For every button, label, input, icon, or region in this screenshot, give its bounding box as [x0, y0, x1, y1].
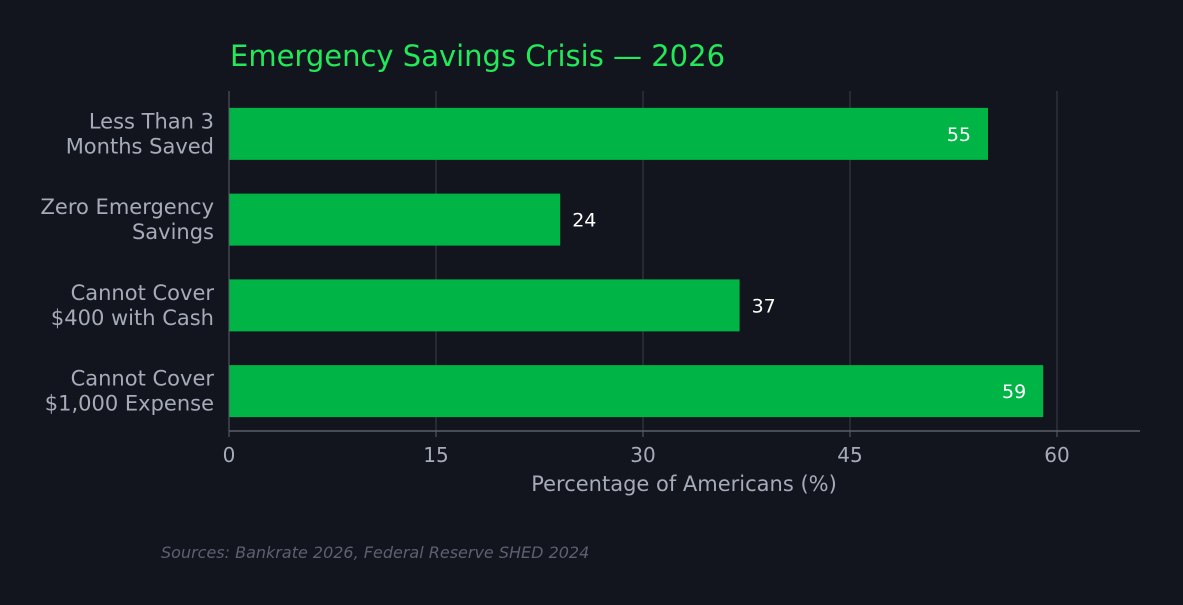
x-tick-label: 0 [223, 443, 236, 467]
bar-value-label: 24 [572, 210, 596, 232]
category-label: $1,000 Expense [45, 392, 214, 416]
x-tick-label: 15 [423, 443, 448, 467]
bar [229, 279, 740, 332]
x-tick-label: 30 [630, 443, 655, 467]
x-axis: 0 15 30 45 60 [223, 91, 1140, 467]
source-note: Sources: Bankrate 2026, Federal Reserve … [161, 543, 589, 562]
bar-value-label: 59 [1002, 381, 1026, 403]
category-label: Savings [132, 220, 214, 244]
bars: 55 24 37 59 [229, 107, 1044, 418]
bar [229, 193, 561, 246]
bar [229, 365, 1044, 418]
x-tick-label: 60 [1044, 443, 1069, 467]
chart-title: Emergency Savings Crisis — 2026 [230, 39, 725, 73]
bar-value-label: 37 [752, 295, 776, 317]
category-label: $400 with Cash [51, 306, 214, 330]
bar [229, 107, 988, 160]
category-label: Less Than 3 [89, 109, 214, 133]
category-label: Months Saved [66, 134, 214, 158]
category-label: Cannot Cover [71, 367, 215, 391]
x-tick-label: 45 [837, 443, 862, 467]
category-label: Zero Emergency [41, 195, 214, 219]
bar-value-label: 55 [947, 124, 971, 146]
x-axis-title: Percentage of Americans (%) [531, 472, 837, 496]
category-label: Cannot Cover [71, 281, 215, 305]
